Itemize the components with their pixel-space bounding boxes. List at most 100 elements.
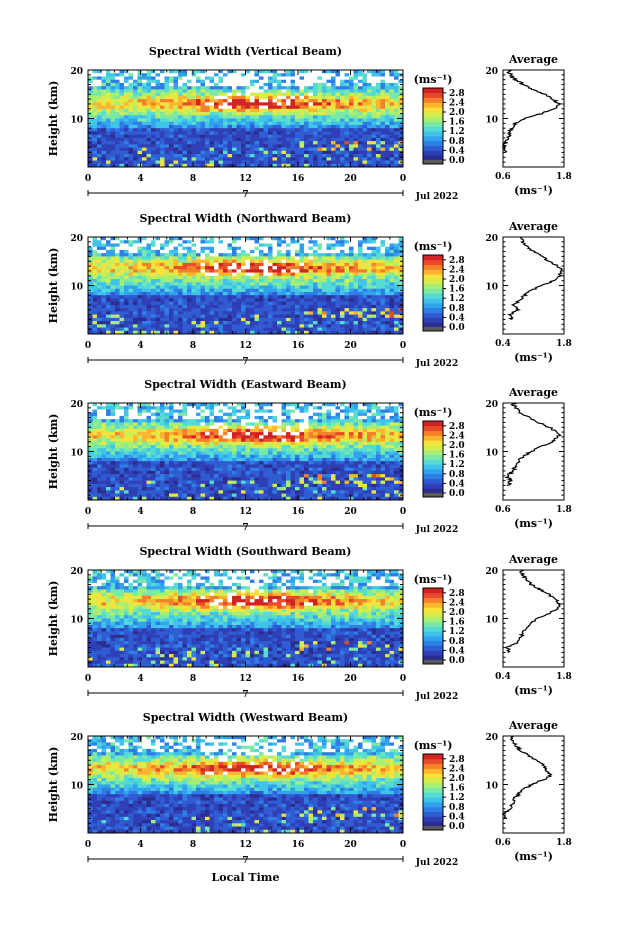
heatmap-cell	[331, 415, 336, 420]
heatmap-cell	[173, 128, 179, 132]
heatmap-cell	[299, 295, 305, 299]
heatmap-cell	[218, 86, 224, 90]
heatmap-cell	[142, 330, 147, 335]
heatmap-cell	[227, 102, 233, 106]
heatmap-cell	[223, 240, 228, 244]
heatmap-cell	[137, 269, 143, 273]
heatmap-cell	[128, 412, 134, 417]
heatmap-cell	[178, 314, 183, 319]
heatmap-cell	[178, 317, 183, 322]
heatmap-cell	[227, 118, 233, 123]
heatmap-cell	[218, 115, 224, 119]
heatmap-cell	[367, 131, 372, 135]
heatmap-cell	[124, 317, 129, 322]
heatmap-cell	[286, 324, 291, 328]
heatmap-cell	[358, 288, 363, 293]
heatmap-cell	[182, 118, 188, 123]
heatmap-cell	[254, 253, 260, 257]
heatmap-cell	[376, 134, 381, 139]
heatmap-cell	[146, 141, 152, 145]
heatmap-cell	[389, 311, 395, 315]
heatmap-cell	[277, 308, 282, 312]
heatmap-cell	[205, 240, 210, 244]
heatmap-cell	[277, 134, 282, 139]
heatmap-cell	[178, 124, 183, 129]
heatmap-cell	[137, 89, 143, 93]
heatmap-cell	[277, 163, 282, 168]
heatmap-cell	[290, 403, 296, 407]
heatmap-cell	[236, 95, 242, 100]
heatmap-cell	[200, 259, 206, 264]
heatmap-cell	[272, 154, 278, 158]
heatmap-cell	[178, 76, 183, 80]
heatmap-cell	[232, 282, 237, 286]
heatmap-cell	[389, 147, 395, 152]
heatmap-cell	[295, 79, 300, 84]
heatmap-cell	[295, 301, 300, 306]
heatmap-cell	[160, 79, 165, 84]
heatmap-cell	[223, 406, 228, 410]
heatmap-cell	[250, 291, 255, 296]
heatmap-cell	[191, 237, 197, 241]
heatmap-cell	[299, 99, 305, 103]
heatmap-cell	[380, 157, 386, 161]
heatmap-cell	[151, 301, 156, 306]
heatmap-cell	[263, 259, 269, 264]
heatmap-cell	[236, 327, 242, 332]
panel-1: Spectral Width (Northward Beam)0 4 8 12 16 20…	[47, 212, 572, 369]
heatmap-cell	[250, 163, 255, 168]
heatmap-cell	[151, 262, 156, 267]
x-tick-label: 20	[344, 341, 357, 351]
heatmap-cell	[106, 82, 111, 87]
heatmap-cell	[254, 275, 260, 280]
heatmap-cell	[92, 285, 98, 290]
heatmap-cell	[380, 249, 386, 254]
heatmap-cell	[385, 102, 390, 106]
heatmap-cell	[182, 157, 188, 161]
heatmap-cell	[173, 115, 179, 119]
colorbar-tick-label: 0.8	[449, 304, 465, 314]
heatmap-cell	[187, 317, 192, 322]
heatmap-cell	[331, 259, 336, 264]
heatmap-cell	[137, 311, 143, 315]
heatmap-cell	[92, 144, 98, 148]
heatmap-cell	[299, 266, 305, 270]
heatmap-cell	[304, 249, 309, 254]
heatmap-cell	[119, 128, 125, 132]
heatmap-cell	[97, 92, 102, 97]
heatmap-cell	[110, 279, 116, 283]
heatmap-cell	[349, 330, 354, 335]
heatmap-cell	[115, 108, 120, 113]
heatmap-cell	[344, 253, 350, 257]
heatmap-cell	[227, 259, 233, 264]
heatmap-cell	[326, 403, 332, 407]
x-tick-label: 0	[85, 341, 91, 351]
heatmap-cell	[227, 131, 233, 135]
heatmap-cell	[380, 288, 386, 293]
heatmap-cell	[286, 298, 291, 302]
heatmap-cell	[164, 79, 170, 84]
heatmap-cell	[398, 128, 404, 132]
heatmap-cell	[133, 324, 138, 328]
heatmap-cell	[268, 243, 273, 247]
heatmap-cell	[92, 76, 98, 80]
heatmap-cell	[146, 121, 152, 126]
heatmap-cell	[308, 269, 314, 273]
heatmap-cell	[263, 79, 269, 84]
heatmap-cell	[205, 295, 210, 299]
heatmap-cell	[146, 311, 152, 315]
heatmap-cell	[254, 279, 260, 283]
heatmap-cell	[268, 272, 273, 277]
heatmap-cell	[178, 147, 183, 152]
heatmap-cell	[178, 266, 183, 270]
heatmap-cell	[223, 141, 228, 145]
heatmap-cell	[155, 73, 161, 77]
heatmap-cell	[259, 108, 264, 113]
heatmap-cell	[362, 147, 368, 152]
heatmap-cell	[155, 237, 161, 241]
heatmap-cell	[254, 141, 260, 145]
heatmap-cell	[97, 321, 102, 325]
heatmap-cell	[331, 321, 336, 325]
heatmap-cell	[119, 89, 125, 93]
heatmap-cell	[115, 240, 120, 244]
